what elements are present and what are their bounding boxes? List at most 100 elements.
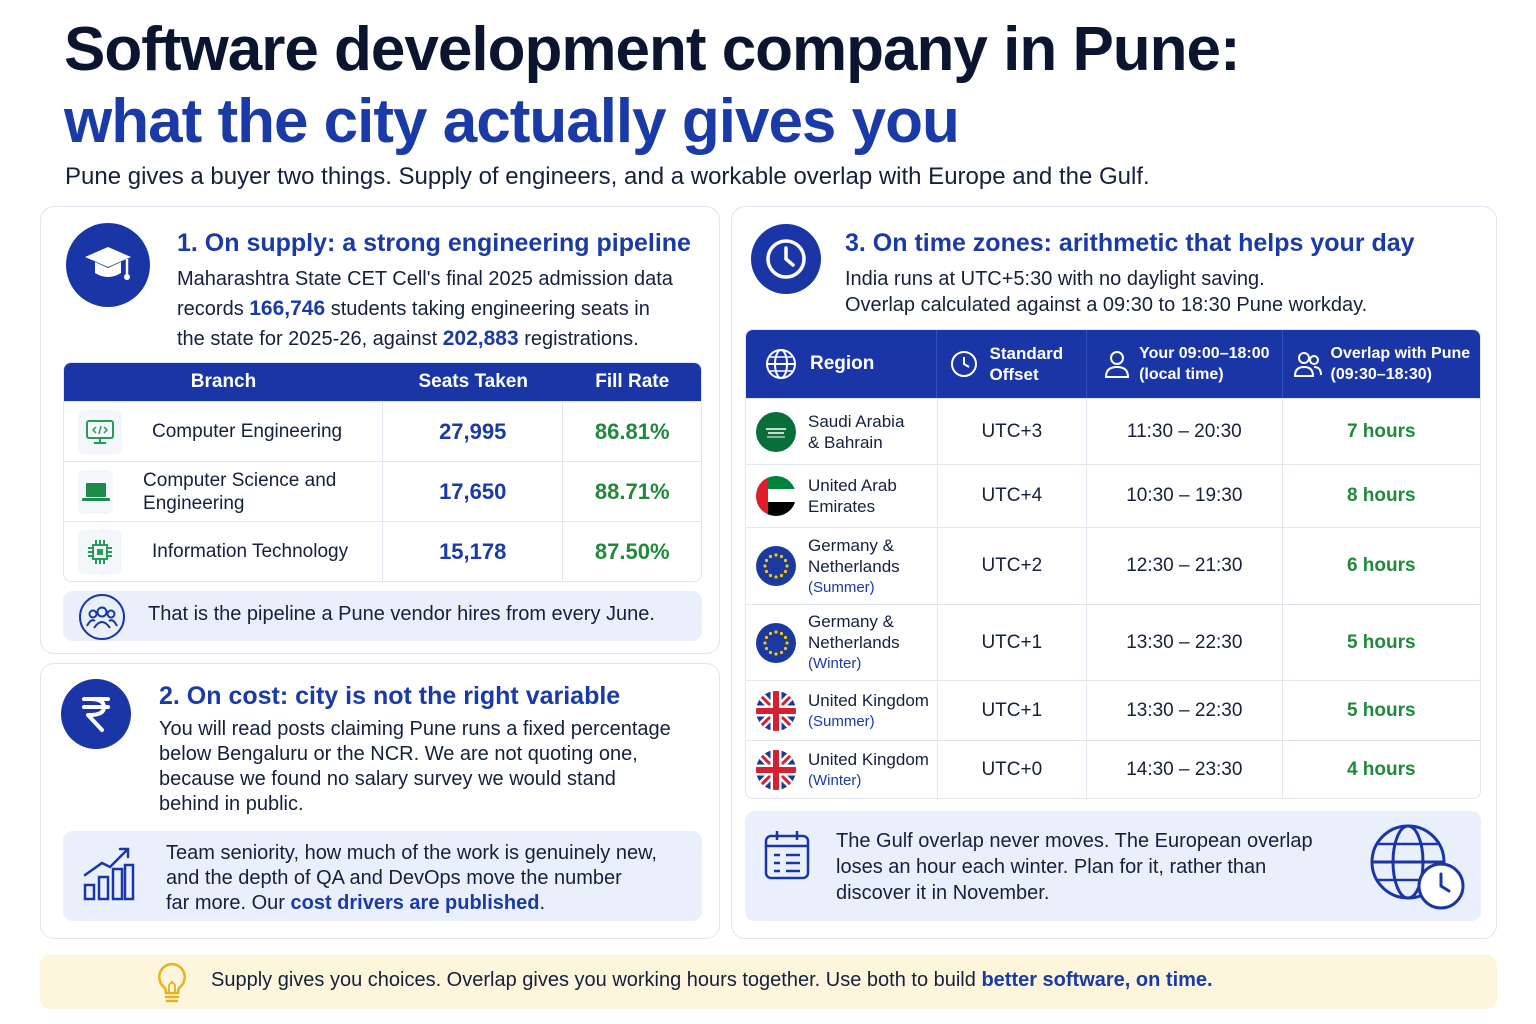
region-name: United Kingdom (Winter)	[808, 749, 929, 789]
offset-value: UTC+3	[938, 399, 1088, 464]
cost-drivers-link[interactable]: cost drivers are published	[290, 892, 540, 914]
season-label: (Summer)	[808, 712, 875, 730]
team-icon	[79, 594, 125, 640]
branch-name: Information Technology	[152, 541, 349, 562]
local-time-value: 12:30 – 21:30	[1087, 528, 1283, 604]
registrations-count: 202,883	[442, 327, 519, 350]
overlap-value: 4 hours	[1346, 758, 1416, 780]
overlap-value: 7 hours	[1346, 420, 1416, 442]
offset-value: UTC+1	[938, 605, 1088, 680]
region-name: Germany & Netherlands (Summer)	[808, 535, 900, 596]
timezones-title: 3. On time zones: arithmetic that helps …	[845, 229, 1415, 257]
eu-flag-icon	[756, 546, 796, 586]
timezones-note-text: The Gulf overlap never moves. The Europe…	[836, 830, 1313, 904]
supply-title: 1. On supply: a strong engineering pipel…	[177, 229, 691, 257]
local-time-value: 11:30 – 20:30	[1087, 399, 1283, 464]
branch-name: Computer Engineering	[152, 421, 343, 442]
eu-flag-icon	[756, 622, 796, 663]
offset-value: UTC+4	[938, 465, 1088, 527]
table-row: Saudi Arabia & Bahrain UTC+3 11:30 – 20:3…	[746, 398, 1480, 464]
rupee-icon	[61, 679, 131, 749]
table-row: United Kingdom (Winter) UTC+0 14:30 – 23:…	[746, 740, 1480, 798]
page-subtitle: Pune gives a buyer two things. Supply of…	[65, 163, 1150, 190]
supply-note-text: That is the pipeline a Pune vendor hires…	[148, 603, 655, 625]
chip-icon	[78, 529, 122, 574]
table-row: United Arab Emirates UTC+4 10:30 – 19:30 …	[746, 464, 1480, 527]
uk-flag-icon	[756, 690, 796, 731]
supply-description: Maharashtra State CET Cell's final 2025 …	[177, 268, 673, 350]
overlap-value: 6 hours	[1346, 555, 1416, 576]
cost-note	[63, 831, 702, 921]
table-row: Computer Science and Engineering 17,650 …	[64, 461, 701, 521]
local-time-value: 13:30 – 22:30	[1087, 681, 1283, 740]
calendar-icon	[762, 828, 812, 887]
table-row: Germany & Netherlands (Summer) UTC+2 12:30…	[746, 527, 1480, 604]
seats-value: 17,650	[383, 462, 564, 521]
seats-value: 27,995	[383, 402, 564, 461]
overlap-header: Overlap with Pune (09:30–18:30)	[1330, 345, 1471, 383]
branch-name: Computer Science and Engineering	[143, 469, 337, 514]
page-title: Software development company in Pune:	[64, 15, 1241, 84]
table-row: Germany & Netherlands (Winter) UTC+1 13:30…	[746, 604, 1480, 680]
cost-title: 2. On cost: city is not the right variab…	[159, 682, 621, 710]
region-header: Region	[810, 353, 875, 374]
lightbulb-icon	[155, 961, 189, 1010]
cost-note-text: Team seniority, how much of the work is …	[166, 842, 657, 914]
students-count: 166,746	[249, 297, 326, 320]
fill-header: Fill Rate	[595, 371, 670, 392]
clock-small-icon	[951, 351, 978, 377]
local-time-value: 13:30 – 22:30	[1087, 605, 1283, 680]
offset-value: UTC+1	[938, 681, 1088, 740]
branch-table-header: Branch Seats Taken Fill Rate	[64, 363, 701, 401]
footer-banner	[40, 955, 1497, 1009]
fill-value: 87.50%	[594, 538, 670, 564]
supply-note	[63, 591, 702, 641]
globe-clock-icon	[1368, 820, 1468, 917]
season-label: (Summer)	[808, 578, 875, 596]
region-name: Saudi Arabia & Bahrain	[808, 411, 905, 452]
local-time-header: Your 09:00–18:00 (local time)	[1139, 345, 1270, 383]
supply-card	[40, 206, 720, 654]
code-monitor-icon	[78, 409, 122, 454]
fill-value: 88.71%	[594, 478, 670, 504]
footer-text: Supply gives you choices. Overlap gives …	[211, 969, 1213, 991]
uae-flag-icon	[756, 476, 796, 516]
fill-value: 86.81%	[594, 418, 670, 444]
offset-value: UTC+2	[938, 528, 1088, 604]
people-icon	[1293, 352, 1322, 377]
graduation-cap-icon	[66, 223, 150, 307]
overlap-value: 8 hours	[1346, 485, 1416, 506]
person-icon	[1105, 351, 1130, 378]
season-label: (Winter)	[808, 655, 862, 672]
timezone-table: Region Standard Offset Your 09:00–18:00 (l…	[745, 329, 1481, 799]
cost-description: You will read posts claiming Pune runs a…	[159, 718, 671, 815]
table-row: Computer Engineering 27,995 86.81%	[64, 401, 701, 461]
table-row: United Kingdom (Summer) UTC+1 13:30 – 22:…	[746, 680, 1480, 740]
laptop-icon	[78, 469, 114, 514]
local-time-value: 14:30 – 23:30	[1087, 741, 1283, 798]
overlap-value: 5 hours	[1346, 631, 1416, 653]
page-title-highlight: what the city actually gives you	[64, 87, 960, 156]
season-label: (Winter)	[808, 771, 862, 789]
seats-header: Seats Taken	[418, 371, 528, 392]
overlap-value: 5 hours	[1346, 699, 1416, 721]
branch-header: Branch	[190, 371, 257, 392]
globe-icon	[766, 349, 796, 379]
footer-link[interactable]: better software, on time.	[981, 969, 1213, 991]
local-time-value: 10:30 – 19:30	[1087, 465, 1283, 527]
table-row: Information Technology 15,178 87.50%	[64, 521, 701, 581]
clock-icon	[751, 224, 821, 294]
offset-value: UTC+0	[938, 741, 1088, 798]
timezones-note	[745, 811, 1481, 921]
timezone-table-header: Region Standard Offset Your 09:00–18:00 (l…	[746, 330, 1480, 398]
uk-flag-icon	[756, 749, 796, 790]
region-name: Germany & Netherlands (Winter)	[808, 612, 900, 672]
seats-value: 15,178	[383, 522, 564, 581]
branch-table: Branch Seats Taken Fill Rate Computer En…	[63, 362, 702, 582]
region-name: United Arab Emirates	[808, 476, 897, 516]
offset-header: Standard Offset	[989, 344, 1064, 384]
saudi-flag-icon	[756, 411, 796, 452]
region-name: United Kingdom (Summer)	[808, 690, 929, 730]
timezones-description: India runs at UTC+5:30 with no daylight …	[845, 268, 1368, 316]
bar-chart-icon	[82, 845, 136, 908]
